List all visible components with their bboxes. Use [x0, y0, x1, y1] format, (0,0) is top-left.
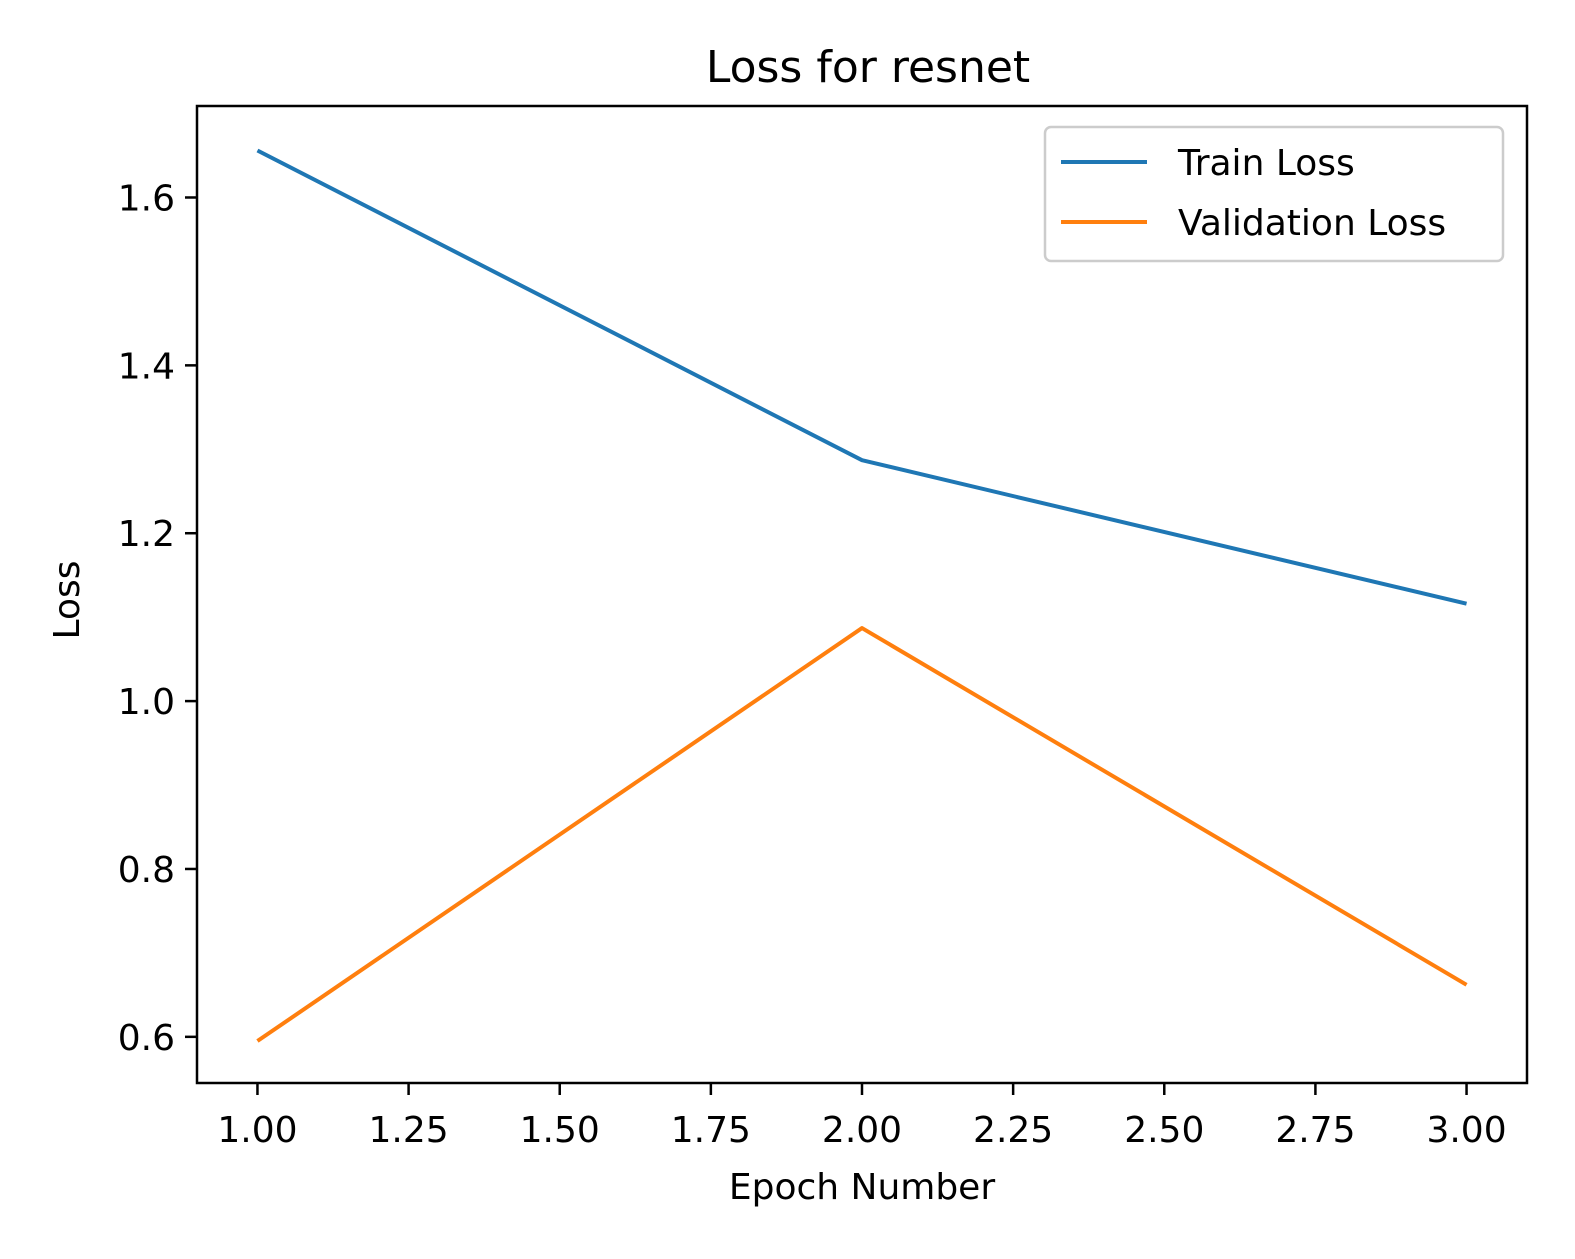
legend-label-validation-loss: Validation Loss: [1178, 203, 1446, 244]
plot-area: [195, 104, 1529, 1085]
y-axis-ticks: 0.6 0.8 1.0 1.2 1.4 1.6: [118, 178, 197, 1059]
x-tick-label: 3.00: [1426, 1110, 1506, 1151]
x-axis-label: Epoch Number: [729, 1167, 995, 1208]
series-line-validation-loss: [256, 626, 1468, 1043]
legend: Train Loss Validation Loss: [1043, 125, 1505, 263]
legend-label-train-loss: Train Loss: [1177, 143, 1355, 184]
y-tick-label: 0.6: [118, 1018, 175, 1059]
y-tick-label: 1.6: [118, 178, 175, 219]
series-lines: [256, 148, 1468, 1043]
y-axis-label: Loss: [47, 561, 88, 640]
x-tick-label: 2.50: [1124, 1110, 1204, 1151]
x-axis-ticks: 1.00 1.25 1.50 1.75 2.00 2.25 2.50 2.75 3.00: [217, 1083, 1507, 1151]
y-tick-label: 1.0: [118, 682, 175, 723]
x-tick-label: 1.00: [217, 1110, 297, 1151]
x-tick-label: 1.25: [369, 1110, 449, 1151]
series-line-train-loss: [256, 148, 1468, 606]
x-tick-label: 1.75: [671, 1110, 751, 1151]
legend-box: [1043, 125, 1505, 263]
x-tick-label: 1.50: [520, 1110, 600, 1151]
y-tick-label: 0.8: [118, 850, 175, 891]
chart-title: Loss for resnet: [706, 42, 1030, 93]
x-tick-label: 2.00: [822, 1110, 902, 1151]
y-tick-label: 1.4: [118, 346, 175, 387]
x-tick-label: 2.25: [973, 1110, 1053, 1151]
y-tick-label: 1.2: [118, 514, 175, 555]
x-tick-label: 2.75: [1275, 1110, 1355, 1151]
